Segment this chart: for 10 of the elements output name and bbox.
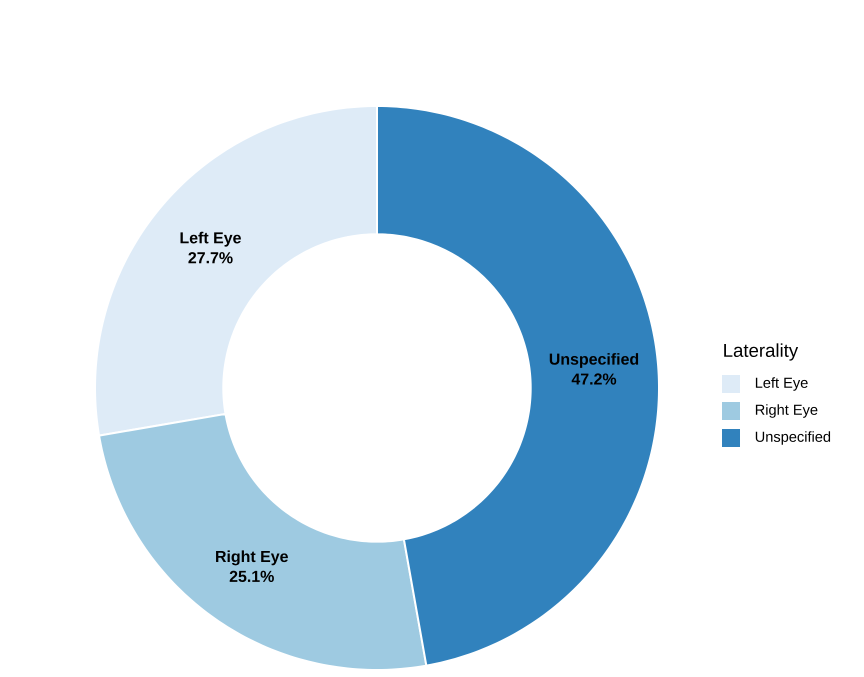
slice-label: Right Eye	[216, 550, 288, 566]
legend-label: Left Eye	[756, 377, 808, 391]
slice-label: Left Eye	[180, 232, 241, 247]
data-label: 27.7%	[188, 252, 233, 264]
data-label: 25.1%	[230, 570, 274, 582]
legend-label: Unspecified	[756, 431, 830, 445]
slice-label: Unspecified	[550, 353, 638, 368]
legend-title: Laterality	[724, 343, 798, 361]
legend-label: Right Eye	[756, 404, 818, 418]
data-label: 47.2%	[572, 373, 616, 385]
